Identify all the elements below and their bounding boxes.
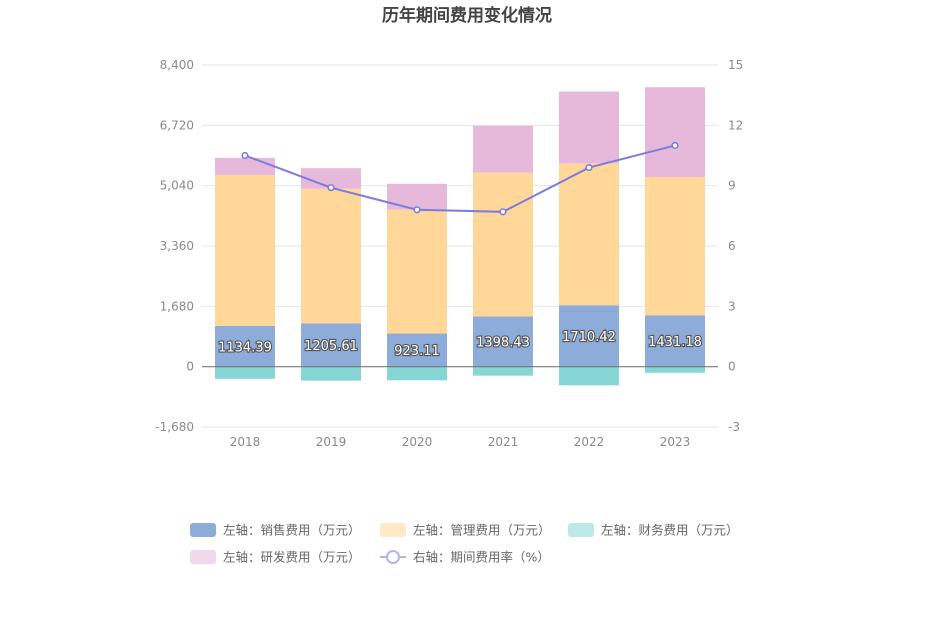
bar-2021 [473,125,533,173]
x-axis: 2018 2019 2020 2021 2022 2023 [230,435,691,449]
rate-point [241,151,249,160]
bar-2022 [559,366,619,386]
legend: 左轴：销售费用（万元） 左轴：管理费用（万元） 左轴：财务费用（万元） 左轴：研发费用… [190,523,739,565]
data-labels: 1134.39 1205.61 923.11 1398.43 1710.42 1431.1… [217,329,703,360]
sales-data-label: 923.11 [394,344,440,359]
rate-line-path [244,144,676,213]
right-axis: -3 0 3 6 9 12 15 [728,58,743,434]
bar-2019 [301,188,361,324]
bar-2020 [387,183,447,210]
bar-2021 [473,366,533,376]
legend-swatch-icon [568,523,594,537]
bar-2018 [215,175,275,326]
bar-2023 [645,315,705,367]
bar-2022 [559,163,619,306]
sales-data-label: 1205.61 [304,339,358,354]
right-tick-label: 6 [728,239,736,253]
x-tick-label: 2018 [230,435,261,449]
x-tick-label: 2019 [316,435,347,449]
right-tick-label: -3 [728,420,740,434]
legend-swatch-icon [190,550,216,564]
left-tick-label: 6,720 [160,118,194,132]
rate-point [585,163,593,172]
bars [215,87,705,386]
legend-label: 左轴：管理费用（万元） [413,523,551,538]
x-tick-label: 2021 [488,435,519,449]
rate-point [671,141,679,150]
bar-2022 [559,91,619,164]
bar-2020 [387,209,447,334]
rate-point [327,184,335,192]
bar-2019 [301,168,361,189]
x-tick-label: 2022 [574,435,605,449]
legend-marker-icon [386,550,400,564]
bar-2021 [473,316,533,367]
bar-2018 [215,325,275,367]
right-tick-label: 3 [728,299,736,313]
bar-2018 [215,157,275,176]
bar-2021 [473,172,533,317]
legend-swatch-icon [380,523,406,537]
left-tick-label: 0 [186,360,194,374]
legend-label: 右轴：期间费用率（%） [413,550,550,565]
sales-data-label: 1398.43 [476,336,530,351]
left-tick-label: 1,680 [160,299,194,313]
legend-label: 左轴：研发费用（万元） [223,550,361,565]
chart-title: 历年期间费用变化情况 [382,5,552,26]
right-tick-label: 15 [728,58,743,72]
bar-2019 [301,366,361,381]
bar-2018 [215,366,275,379]
left-tick-label: 8,400 [160,58,194,72]
legend-label: 左轴：销售费用（万元） [223,523,361,538]
sales-data-label: 1710.42 [562,330,616,345]
right-tick-label: 12 [728,118,743,132]
bar-2023 [645,87,705,178]
left-tick-label: 3,360 [160,239,194,253]
bar-2020 [387,366,447,381]
rate-line [241,141,679,216]
grid [202,64,718,428]
right-tick-label: 9 [728,179,736,193]
sales-data-label: 1134.39 [218,340,272,355]
bar-2022 [559,305,619,367]
legend-swatch-icon [190,523,216,537]
rate-point [413,206,421,214]
bar-2019 [301,323,361,367]
sales-data-label: 1431.18 [648,335,702,350]
left-tick-label: 5,040 [160,179,194,193]
bar-2020 [387,333,447,367]
rate-point [499,208,507,216]
x-tick-label: 2020 [402,435,433,449]
x-tick-label: 2023 [660,435,691,449]
right-tick-label: 0 [728,360,736,374]
left-tick-label: -1,680 [155,420,194,434]
bar-2023 [645,366,705,373]
legend-label: 左轴：财务费用（万元） [601,523,739,538]
left-axis: -1,680 0 1,680 3,360 5,040 6,720 8,400 [155,58,194,434]
bar-2023 [645,177,705,316]
